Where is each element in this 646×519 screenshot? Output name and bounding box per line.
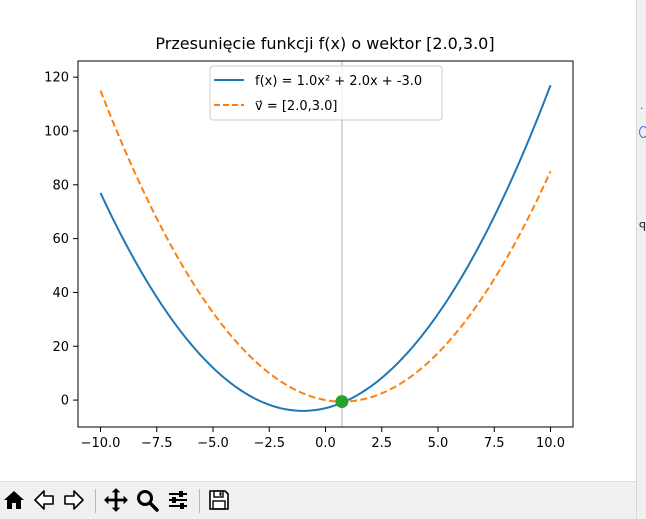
toolbar-separator (199, 489, 200, 513)
x-tick-label: −2.5 (253, 436, 285, 451)
edge-fragment-ring (639, 126, 646, 138)
y-axis: 0 20 40 60 80 100 120 (44, 71, 78, 409)
chart: −10.0 −7.5 −5.0 −2.5 0.0 2.5 5.0 7.5 10.0 0 20 40 6… (44, 34, 574, 451)
configure-subplots-button[interactable] (164, 485, 192, 515)
series-line-0 (99, 84, 552, 412)
plot-area (78, 61, 573, 427)
pan-icon (104, 488, 128, 512)
x-tick-label: −7.5 (141, 436, 173, 451)
x-tick-label: 0.0 (315, 436, 336, 451)
pan-button[interactable] (102, 485, 130, 515)
y-tick-label: 120 (44, 71, 69, 86)
legend-label-v: v⃗ = [2.0,3.0] (255, 99, 337, 114)
data-point-0 (335, 395, 349, 409)
legend: f(x) = 1.0x² + 2.0x + -3.0 v⃗ = [2.0,3.0… (209, 65, 443, 121)
y-tick-label: 80 (52, 178, 69, 193)
y-tick-label: 100 (44, 124, 69, 139)
save-icon (209, 490, 229, 510)
x-tick-label: 5.0 (428, 436, 449, 451)
zoom-icon (137, 490, 159, 512)
adjacent-window-edge: · ꟼ (636, 0, 646, 519)
forward-icon (64, 490, 84, 510)
y-tick-label: 40 (52, 286, 69, 301)
home-button[interactable] (0, 485, 28, 515)
toolbar-separator (95, 489, 96, 513)
configure-subplots-icon (169, 491, 187, 509)
y-tick-label: 0 (61, 394, 69, 409)
x-axis: −10.0 −7.5 −5.0 −2.5 0.0 2.5 5.0 7.5 10.0 (81, 427, 565, 451)
home-icon (4, 491, 24, 509)
series-line-1 (99, 90, 552, 403)
y-tick-label: 20 (52, 340, 69, 355)
edge-fragment: ꟼ (639, 220, 646, 234)
x-tick-label: 7.5 (484, 436, 505, 451)
points-layer (335, 395, 349, 409)
zoom-button[interactable] (133, 485, 161, 515)
legend-label-f: f(x) = 1.0x² + 2.0x + -3.0 (255, 74, 422, 89)
legend-box (209, 65, 443, 121)
save-button[interactable] (205, 485, 233, 515)
x-tick-label: 10.0 (536, 436, 565, 451)
series-layer (99, 84, 552, 412)
forward-button[interactable] (60, 485, 88, 515)
toolbar (0, 481, 636, 519)
y-tick-label: 60 (52, 232, 69, 247)
chart-title: Przesunięcie funkcji f(x) o wektor [2.0,… (155, 34, 494, 53)
x-tick-label: −5.0 (197, 436, 229, 451)
back-button[interactable] (30, 485, 58, 515)
back-icon (34, 490, 54, 510)
x-tick-label: 2.5 (371, 436, 392, 451)
x-tick-label: −10.0 (81, 436, 121, 451)
edge-fragment: · (640, 102, 644, 115)
